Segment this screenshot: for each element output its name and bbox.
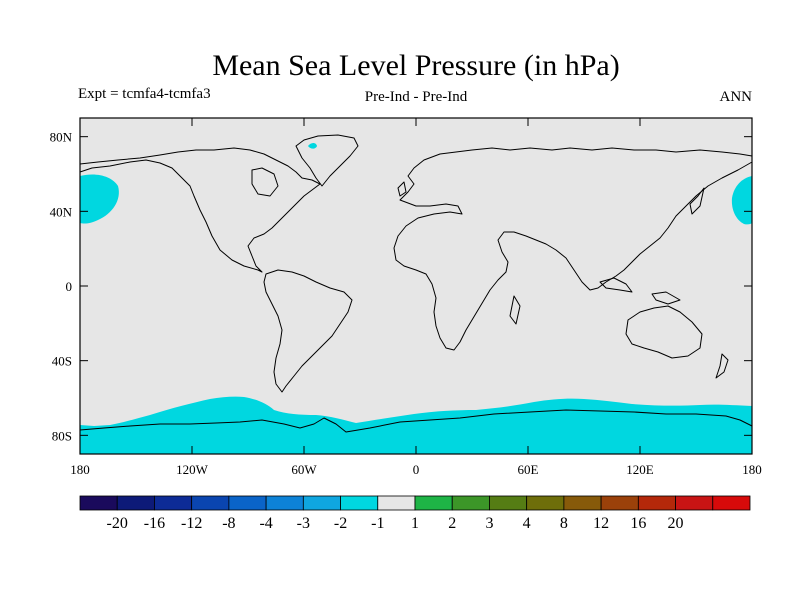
- colorbar-swatch: [228, 495, 267, 511]
- south-america-coastline: [263, 269, 353, 393]
- colorbar-label: 1: [411, 515, 419, 532]
- madagascar-coastline: [509, 295, 521, 325]
- colorbar-swatch: [377, 495, 416, 511]
- colorbar-swatch: [265, 495, 304, 511]
- north-pacific-anomaly-east: [731, 176, 752, 225]
- colorbar-label: -16: [144, 515, 165, 532]
- new-zealand-coastline: [715, 353, 729, 379]
- period-label: ANN: [720, 89, 753, 105]
- colorbar-swatch: [712, 495, 751, 511]
- colorbar-swatch: [526, 495, 565, 511]
- lat-tick-label: 80N: [50, 130, 73, 145]
- lat-tick-label: 40N: [50, 204, 73, 219]
- colorbar-label: 16: [630, 515, 646, 532]
- colorbar-swatch: [191, 495, 230, 511]
- hudson-bay-coastline: [251, 167, 279, 197]
- maritime-continent-coastline: [599, 277, 633, 293]
- greenland-anomaly: [308, 143, 317, 149]
- colorbar-swatch: [563, 495, 602, 511]
- map-panel: 80N 40N 0 40S 80S 180 120W 60W 0 60E 120E 180: [50, 117, 762, 477]
- australia-coastline: [625, 305, 703, 359]
- colorbar-swatch: [302, 495, 341, 511]
- colorbar-swatch: [637, 495, 676, 511]
- colorbar-swatch: [116, 495, 155, 511]
- map-axes: 80N 40N 0 40S 80S 180 120W 60W 0 60E 120E 180: [50, 118, 762, 477]
- north-pacific-anomaly-west: [80, 174, 119, 224]
- colorbar-label: 3: [485, 515, 493, 532]
- colorbar-swatch: [600, 495, 639, 511]
- antarctica-coastline: [79, 409, 753, 433]
- lat-tick-label: 80S: [52, 428, 72, 443]
- colorbar-label: -12: [181, 515, 202, 532]
- colorbar: -20 -16 -12 -8 -4 -3 -2 -1 1 2 3 4 8 12 16 20: [79, 495, 751, 532]
- colorbar-swatch: [414, 495, 453, 511]
- japan-coastline: [689, 187, 705, 215]
- lon-tick-label: 120E: [626, 462, 654, 477]
- colorbar-label: -1: [371, 515, 384, 532]
- lon-tick-label: 180: [742, 462, 762, 477]
- lon-tick-label: 0: [413, 462, 420, 477]
- colorbar-label: 4: [523, 515, 531, 532]
- north-america-coastline: [79, 147, 321, 273]
- ocean-background: [80, 118, 752, 454]
- lon-tick-label: 180: [70, 462, 90, 477]
- colorbar-swatch: [79, 495, 118, 511]
- colorbar-swatch: [340, 495, 379, 511]
- greenland-coastline: [295, 134, 359, 187]
- colorbar-label: 8: [560, 515, 568, 532]
- coastlines: [79, 134, 753, 433]
- colorbar-boxes: [79, 495, 751, 511]
- colorbar-label: -3: [297, 515, 310, 532]
- british-isles-coastline: [397, 181, 407, 197]
- colorbar-label: 12: [593, 515, 609, 532]
- colorbar-swatch: [154, 495, 193, 511]
- lon-tick-label: 60W: [291, 462, 317, 477]
- new-guinea-coastline: [651, 291, 681, 305]
- eurasia-africa-coastline: [393, 147, 753, 351]
- lat-tick-label: 40S: [52, 354, 72, 369]
- experiment-label: Expt = tcmfa4-tcmfa3: [78, 86, 211, 102]
- plot-title: Mean Sea Level Pressure (in hPa): [212, 49, 619, 82]
- lat-tick-label: 0: [66, 279, 73, 294]
- colorbar-label: -4: [259, 515, 272, 532]
- colorbar-label: 2: [448, 515, 456, 532]
- lon-tick-label: 120W: [176, 462, 209, 477]
- colorbar-label: 20: [668, 515, 684, 532]
- lon-tick-label: 60E: [518, 462, 539, 477]
- comparison-label: Pre-Ind - Pre-Ind: [365, 89, 468, 105]
- colorbar-label: -20: [107, 515, 128, 532]
- colorbar-label: -2: [334, 515, 347, 532]
- colorbar-label: -8: [222, 515, 235, 532]
- colorbar-swatch: [675, 495, 714, 511]
- colorbar-swatch: [489, 495, 528, 511]
- colorbar-swatch: [451, 495, 490, 511]
- colorbar-labels: -20 -16 -12 -8 -4 -3 -2 -1 1 2 3 4 8 12 16 20: [107, 515, 684, 532]
